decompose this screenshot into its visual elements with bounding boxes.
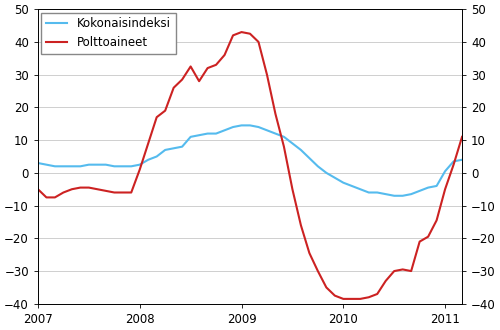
Legend: Kokonaisindeksi, Polttoaineet: Kokonaisindeksi, Polttoaineet (42, 13, 175, 54)
